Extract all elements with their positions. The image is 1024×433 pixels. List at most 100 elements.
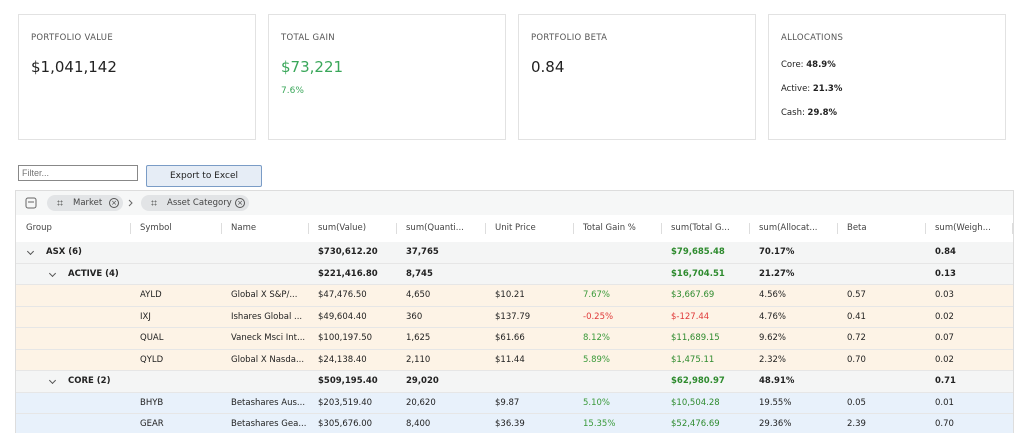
data-grid: Market × Asset Category × Group Symbol Name s…	[15, 190, 1014, 433]
column-header[interactable]: sum(Value)	[318, 223, 367, 233]
cell: $203,519.40	[318, 397, 373, 408]
cell: $47,476.50	[318, 290, 367, 300]
cell: $730,612.20	[318, 247, 378, 257]
cell: 37,765	[406, 247, 439, 257]
allocation-value: 21.3%	[812, 84, 843, 94]
group-row[interactable]: CORE (2) $509,195.40 29,020 $62,980.97 48.91…	[16, 371, 1013, 393]
column-separator	[130, 223, 131, 234]
cell: 0.70	[935, 419, 954, 429]
group-chip[interactable]: Asset Category ×	[141, 195, 249, 211]
cell: 0.70	[847, 354, 866, 365]
column-header[interactable]: sum(Quanti...	[406, 223, 464, 233]
cell: $11,689.15	[671, 333, 720, 343]
cell: 0.71	[935, 376, 956, 386]
cell: 0.07	[935, 333, 954, 343]
cell: 0.72	[847, 333, 866, 343]
group-row[interactable]: ACTIVE (4) $221,416.80 8,745 $16,704.51 21.2…	[16, 263, 1013, 285]
cell: $509,195.40	[318, 376, 378, 386]
cell: 2.39	[847, 419, 866, 429]
cell: IXJ	[140, 311, 151, 322]
cell: Betashares Gea...	[231, 419, 307, 429]
column-header[interactable]: Group	[26, 223, 52, 233]
column-separator	[837, 223, 838, 234]
cell: 0.03	[935, 290, 954, 300]
cell: 0.84	[935, 247, 956, 257]
allocation-line: Core: 48.9%	[781, 60, 836, 70]
column-header[interactable]: Symbol	[140, 223, 172, 233]
cell: 8,745	[406, 268, 433, 279]
cell: $79,685.48	[671, 247, 725, 257]
cell: 21.27%	[759, 268, 795, 279]
cell: AYLD	[140, 290, 162, 300]
data-row: AYLD Global X S&P/... $47,476.50 4,650 $10.2…	[16, 285, 1013, 307]
cell: 5.89%	[583, 354, 611, 365]
column-separator	[661, 223, 662, 234]
column-separator	[308, 223, 309, 234]
allocation-label: Core:	[781, 60, 804, 70]
cell: 8,400	[406, 419, 431, 429]
column-header[interactable]: Total Gain %	[583, 223, 636, 233]
cell: 9.62%	[759, 333, 787, 343]
column-separator	[925, 223, 926, 234]
allocation-value: 29.8%	[807, 108, 838, 118]
card-value: $1,041,142	[31, 58, 117, 76]
summary-card: TOTAL GAIN $73,221 7.6%	[268, 14, 506, 140]
cell: $62,980.97	[671, 376, 725, 386]
cell: Ishares Global ...	[231, 311, 303, 322]
summary-card: PORTFOLIO BETA 0.84	[518, 14, 756, 140]
data-row: BHYB Betashares Aus... $203,519.40 20,620 $9…	[16, 392, 1013, 414]
cell: Global X S&P/...	[231, 290, 298, 300]
cell: 8.12%	[583, 333, 611, 343]
cell: QYLD	[140, 354, 164, 365]
cell: 7.67%	[583, 290, 611, 300]
cell: 0.02	[935, 354, 954, 365]
cell: CORE (2)	[68, 376, 111, 386]
cell: 0.57	[847, 290, 866, 300]
filter-input[interactable]	[18, 165, 138, 181]
cell: 0.13	[935, 268, 956, 279]
data-row: QUAL Vaneck Msci Int... $100,197.50 1,625 $6…	[16, 328, 1013, 350]
column-header[interactable]: sum(Total G...	[671, 223, 730, 233]
column-separator	[485, 223, 486, 234]
card-label: TOTAL GAIN	[281, 33, 335, 43]
card-label: ALLOCATIONS	[781, 33, 844, 43]
column-header[interactable]: Unit Price	[495, 223, 536, 233]
data-row: GEAR Betashares Gea... $305,676.00 8,400 $36…	[16, 414, 1013, 433]
cell: $49,604.40	[318, 311, 367, 322]
cell: -0.25%	[583, 311, 614, 322]
column-header[interactable]: Beta	[847, 223, 867, 233]
cell: 4.56%	[759, 290, 787, 300]
allocation-value: 48.9%	[806, 60, 836, 70]
card-value: 0.84	[531, 58, 565, 76]
cell: $9.87	[495, 397, 520, 408]
allocation-line: Active: 21.3%	[781, 84, 842, 94]
cell: 2,110	[406, 354, 431, 365]
allocation-label: Cash:	[781, 108, 805, 118]
header-row: Group Symbol Name sum(Value) sum(Quanti... Un…	[16, 215, 1013, 243]
cell: ASX (6)	[46, 247, 82, 257]
group-chip[interactable]: Market ×	[47, 195, 123, 211]
allocation-line: Cash: 29.8%	[781, 108, 837, 118]
column-separator	[749, 223, 750, 234]
cell: 4.76%	[759, 311, 787, 322]
cell: $1,475.11	[671, 354, 715, 365]
cell: $137.79	[495, 311, 531, 322]
cell: 29.36%	[759, 419, 792, 429]
column-header[interactable]: sum(Allocat...	[759, 223, 818, 233]
group-row[interactable]: ASX (6) $730,612.20 37,765 $79,685.48 70.17%…	[16, 242, 1013, 264]
cell: $3,667.69	[671, 290, 715, 300]
cell: Global X Nasda...	[231, 354, 305, 365]
cell: GEAR	[140, 419, 164, 429]
column-separator	[573, 223, 574, 234]
panel-icon	[25, 197, 37, 209]
cell: $11.44	[495, 354, 525, 365]
cell: $100,197.50	[318, 333, 373, 343]
column-header[interactable]: sum(Weigh...	[935, 223, 991, 233]
export-button[interactable]: Export to Excel	[146, 165, 262, 187]
cell: 2.32%	[759, 354, 787, 365]
cell: 0.05	[847, 397, 866, 408]
chip-label: Asset Category	[167, 198, 232, 208]
column-header[interactable]: Name	[231, 223, 257, 233]
cell: 0.01	[935, 397, 954, 408]
